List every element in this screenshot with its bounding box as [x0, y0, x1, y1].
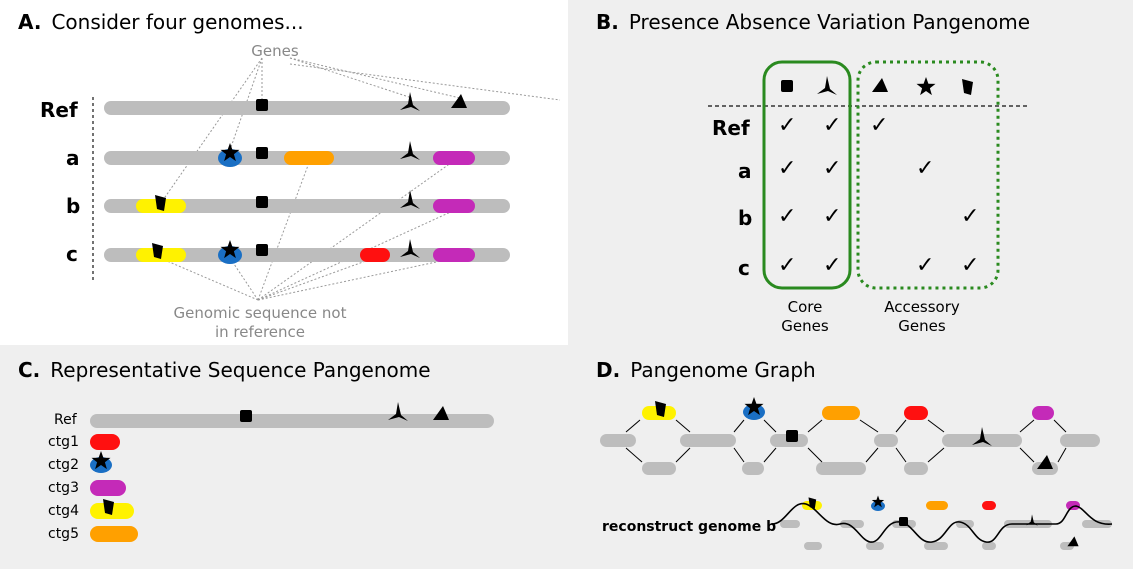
panel-b-title-text: Presence Absence Variation Pangenome: [628, 10, 1031, 34]
square-gene-icon: [256, 147, 268, 159]
ctg1-label: ctg1: [48, 434, 79, 450]
pav-row-label-a: a: [738, 159, 752, 183]
star-gene-icon: [916, 77, 936, 96]
triangle-gene-icon: [872, 78, 888, 92]
check-mark: ✓: [870, 113, 889, 138]
pav-row-label-ref: Ref: [712, 116, 750, 140]
sequence-callout-lines: [159, 159, 456, 301]
check-mark: ✓: [961, 253, 980, 278]
magenta-segment: [433, 199, 475, 213]
panel-a-letter: A.: [18, 10, 42, 34]
genomic-sequence-note: Genomic sequence not in reference: [160, 304, 360, 342]
ref-representative-sequence: [90, 414, 494, 428]
panel-a-title-text: Consider four genomes...: [51, 10, 304, 34]
panel-b-title: B. Presence Absence Variation Pangenome: [596, 10, 1030, 34]
ctg5-label: ctg5: [48, 526, 79, 542]
square-gene-icon: [256, 99, 268, 111]
ctg1-segment: [90, 434, 120, 450]
panel-c-title-text: Representative Sequence Pangenome: [50, 358, 431, 382]
panel-d-title: D. Pangenome Graph: [596, 358, 816, 382]
genome-label-ref: Ref: [40, 98, 78, 122]
blue-segment: [218, 149, 242, 167]
reconstruct-genome-b-graph: [771, 495, 1113, 550]
panel-d-title-text: Pangenome Graph: [630, 358, 816, 382]
ctg3-label: ctg3: [48, 480, 79, 496]
genome-label-c: c: [66, 242, 78, 266]
genome-label-b: b: [66, 194, 81, 218]
square-gene-icon: [256, 196, 268, 208]
pangenome-graph: [600, 397, 1100, 475]
core-line-1: Core: [787, 298, 823, 316]
square-gene-icon: [256, 244, 268, 256]
genes-callout-lines: [162, 57, 561, 201]
red-segment: [360, 248, 390, 262]
panel-c-letter: C.: [18, 358, 41, 382]
square-gene-icon: [781, 80, 793, 92]
check-mark: ✓: [961, 204, 980, 229]
pav-row-label-c: c: [738, 256, 750, 280]
genome-label-a: a: [66, 146, 80, 170]
triangle-gene-icon: [433, 406, 449, 420]
pav-row-label-b: b: [738, 206, 753, 230]
tripod-gene-icon: [817, 76, 837, 95]
panel-b-letter: B.: [596, 10, 619, 34]
check-mark: ✓: [778, 113, 797, 138]
blue-segment: [218, 246, 242, 264]
ctg3-segment: [90, 480, 126, 496]
acc-line-2: Genes: [898, 317, 946, 335]
ctg4-label: ctg4: [48, 503, 79, 519]
core-line-2: Genes: [781, 317, 829, 335]
check-mark: ✓: [778, 253, 797, 278]
genes-label: Genes: [251, 42, 299, 60]
ctg5-segment: [90, 526, 138, 542]
panel-d-letter: D.: [596, 358, 621, 382]
check-mark: ✓: [823, 156, 842, 181]
check-mark: ✓: [823, 204, 842, 229]
panel-c-title: C. Representative Sequence Pangenome: [18, 358, 431, 382]
core-genes-box: [762, 60, 852, 290]
check-mark: ✓: [823, 113, 842, 138]
check-mark: ✓: [916, 253, 935, 278]
magenta-segment: [433, 151, 475, 165]
check-mark: ✓: [916, 156, 935, 181]
reconstruct-genome-b-label: reconstruct genome b: [602, 519, 777, 535]
check-mark: ✓: [778, 204, 797, 229]
accessory-genes-label: Accessory Genes: [872, 298, 972, 336]
accessory-genes-box: [856, 60, 1000, 290]
panel-a-title: A. Consider four genomes...: [18, 10, 304, 34]
check-mark: ✓: [778, 156, 797, 181]
note-line-1: Genomic sequence not: [173, 304, 347, 322]
square-gene-icon: [240, 410, 252, 422]
flag-gene-icon: [962, 79, 973, 95]
panel-c-background: [0, 345, 1133, 569]
ctg2-label: ctg2: [48, 457, 79, 473]
note-line-2: in reference: [214, 323, 306, 341]
ref-chromosome: [104, 101, 510, 115]
ref-label: Ref: [54, 412, 77, 428]
orange-segment: [284, 151, 334, 165]
core-genes-label: Core Genes: [775, 298, 835, 336]
acc-line-1: Accessory: [884, 298, 960, 316]
check-mark: ✓: [823, 253, 842, 278]
magenta-segment: [433, 248, 475, 262]
